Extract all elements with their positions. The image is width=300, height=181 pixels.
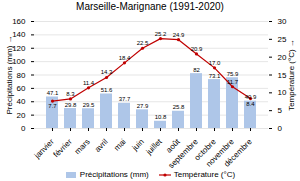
svg-text:10.8: 10.8: [155, 114, 167, 120]
svg-text:25.8: 25.8: [173, 104, 185, 110]
html-text:Température (°C): Température (°C): [173, 170, 236, 179]
svg-text:8.4: 8.4: [246, 101, 255, 107]
svg-text:juillet: juillet: [144, 137, 165, 158]
svg-text:18.4: 18.4: [119, 55, 131, 61]
svg-text:82: 82: [193, 67, 200, 73]
svg-text:20.9: 20.9: [191, 46, 203, 52]
svg-text:29.8: 29.8: [65, 102, 77, 108]
svg-text:août: août: [164, 137, 182, 155]
svg-text:25: 25: [277, 34, 287, 44]
svg-text:40.9: 40.9: [245, 94, 257, 100]
svg-text:14.3: 14.3: [101, 69, 113, 75]
svg-text:10: 10: [277, 88, 287, 98]
svg-text:février: février: [52, 137, 74, 159]
svg-text:7.7: 7.7: [48, 103, 57, 109]
svg-text:5: 5: [278, 106, 283, 115]
svg-text:11.4: 11.4: [83, 80, 95, 86]
svg-text:73.1: 73.1: [209, 73, 221, 79]
svg-text:Température (°C) →: Température (°C) →: [287, 39, 296, 111]
svg-text:20: 20: [277, 52, 287, 62]
svg-text:mars: mars: [73, 137, 92, 156]
html-text:Précipitations (mm): Précipitations (mm): [79, 170, 149, 179]
svg-text:25.2: 25.2: [155, 31, 167, 37]
svg-text:octobre: octobre: [192, 137, 218, 163]
svg-text:décembre: décembre: [222, 137, 254, 168]
svg-text:avril: avril: [93, 137, 110, 154]
html-text:Marseille-Marignane (1991-2020: Marseille-Marignane (1991-2020): [76, 1, 224, 12]
svg-text:160: 160: [12, 17, 26, 26]
svg-text:janvier: janvier: [32, 137, 56, 161]
svg-text:24.9: 24.9: [173, 32, 185, 38]
svg-text:17.0: 17.0: [209, 60, 221, 66]
svg-text:0: 0: [278, 124, 283, 133]
svg-text:11.7: 11.7: [227, 79, 239, 85]
svg-text:15: 15: [277, 70, 287, 80]
svg-text:60: 60: [17, 84, 26, 93]
svg-text:51.6: 51.6: [101, 87, 113, 93]
svg-text:47.1: 47.1: [47, 90, 59, 96]
svg-text:Précipitations (mm) →: Précipitations (mm) →: [5, 35, 14, 114]
svg-text:juin: juin: [130, 137, 146, 153]
svg-text:40: 40: [17, 97, 26, 106]
svg-text:37.7: 37.7: [119, 96, 131, 102]
svg-text:20: 20: [17, 111, 26, 120]
svg-text:0: 0: [21, 124, 26, 133]
svg-text:100: 100: [12, 57, 26, 66]
svg-text:29.5: 29.5: [83, 102, 95, 108]
svg-text:30: 30: [278, 17, 287, 26]
svg-text:75.9: 75.9: [227, 71, 239, 77]
svg-text:27.9: 27.9: [137, 103, 149, 109]
svg-text:140: 140: [12, 30, 26, 39]
svg-text:mai: mai: [112, 137, 128, 153]
svg-text:120: 120: [12, 44, 26, 53]
svg-text:80: 80: [17, 71, 26, 80]
svg-text:22.5: 22.5: [137, 40, 149, 46]
svg-text:8.3: 8.3: [66, 91, 75, 97]
